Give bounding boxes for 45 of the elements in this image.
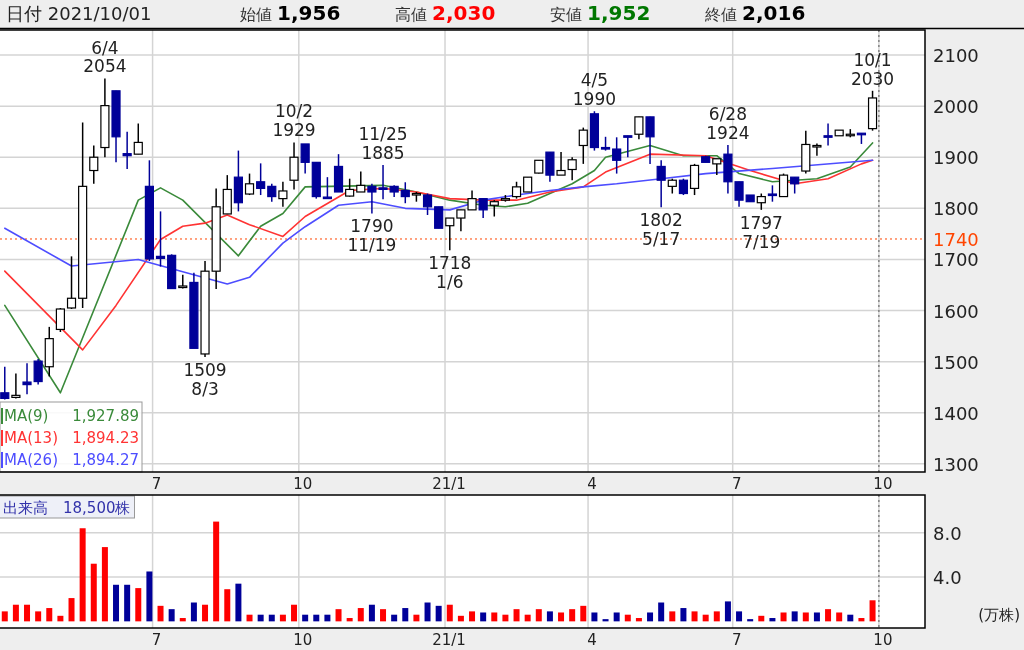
y-tick-label: 8.0 bbox=[933, 522, 962, 544]
annotation: 1797 7/19 bbox=[739, 212, 783, 252]
y-axis-title: (万株) bbox=[978, 606, 1020, 624]
annotation: 1718 1/6 bbox=[428, 253, 472, 292]
x-tick-label: 4 bbox=[587, 631, 597, 649]
x-tick-label: 10 bbox=[873, 475, 893, 493]
annotation: 10/1 2030 bbox=[850, 49, 895, 89]
x-tick-label: 10 bbox=[293, 475, 313, 493]
x-tick-label: 7 bbox=[151, 475, 162, 493]
x-tick-label: 10 bbox=[873, 631, 893, 649]
annotation: 1802 5/17 bbox=[639, 210, 683, 250]
text: 始値 1,956 bbox=[240, 1, 341, 25]
annotation: 4/5 1990 bbox=[572, 70, 617, 109]
y-tick-label: 1500 bbox=[933, 351, 979, 373]
x-tick-label: 10 bbox=[293, 631, 313, 649]
annotation: 6/28 1924 bbox=[706, 103, 750, 143]
text: 終値 2,016 bbox=[704, 1, 806, 25]
y-tick-label: 1600 bbox=[933, 300, 979, 322]
annotation: 11/25 1885 bbox=[358, 123, 408, 163]
x-tick-label: 21/1 bbox=[432, 475, 466, 493]
text: 高値 2,030 bbox=[395, 1, 496, 25]
legend-label: MA(13) 1,894.23 bbox=[4, 429, 139, 447]
annotation: 1790 11/19 bbox=[347, 216, 397, 256]
y-tick-label: 1400 bbox=[933, 402, 979, 424]
annotation: 10/2 1929 bbox=[272, 101, 316, 141]
y-tick-label: 1900 bbox=[933, 147, 979, 169]
y-tick-label: 2000 bbox=[933, 96, 979, 118]
annotation: 出来高 18,500株 bbox=[3, 499, 131, 517]
text: MA(9) 1,927.89 bbox=[4, 407, 139, 425]
y-tick-label: 4.0 bbox=[933, 567, 962, 589]
y-tick-label: 1800 bbox=[933, 198, 979, 220]
ref-line-label: 1740 bbox=[933, 228, 979, 250]
text: 安値 1,952 bbox=[550, 1, 651, 25]
x-tick-label: 7 bbox=[151, 631, 162, 649]
x-tick-label: 7 bbox=[731, 631, 742, 649]
x-tick-label: 21/1 bbox=[432, 631, 466, 649]
y-tick-label: 1300 bbox=[933, 453, 979, 475]
annotation: 6/4 2054 bbox=[83, 37, 127, 77]
x-tick-label: 7 bbox=[731, 475, 742, 493]
text: 日付 2021/10/01 bbox=[6, 3, 152, 24]
x-tick-label: 4 bbox=[587, 475, 597, 493]
y-tick-label: 2100 bbox=[933, 45, 979, 67]
y-tick-label: 1700 bbox=[933, 249, 979, 271]
annotation: 1509 8/3 bbox=[183, 360, 227, 399]
legend-label: MA(26) 1,894.27 bbox=[4, 451, 139, 469]
